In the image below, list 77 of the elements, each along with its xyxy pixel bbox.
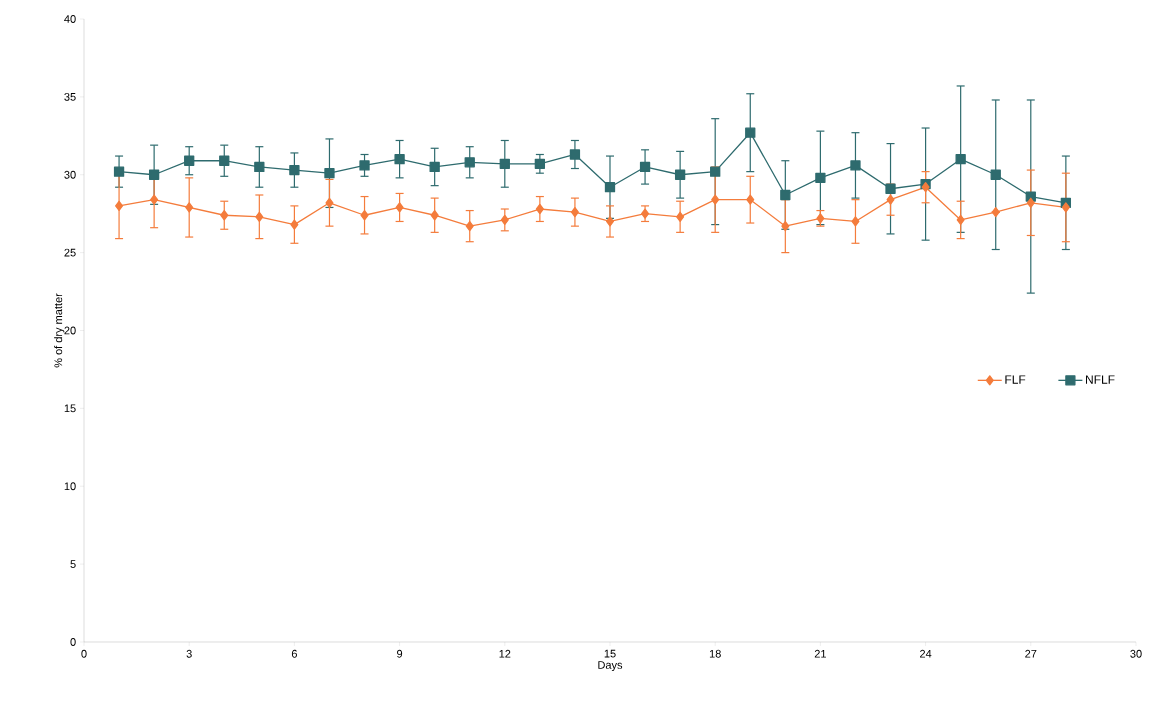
y-tick-label: 0: [70, 638, 76, 646]
point: [641, 208, 650, 219]
point: [395, 202, 404, 213]
point: [464, 157, 475, 168]
x-axis-title: Days: [598, 661, 623, 672]
point: [710, 166, 721, 177]
point: [394, 154, 405, 165]
y-axis-title: % of dry matter: [54, 293, 65, 368]
point: [815, 172, 826, 184]
point: [921, 182, 930, 193]
point: [781, 220, 790, 232]
point: [676, 211, 685, 222]
x-tick-label: 15: [604, 649, 616, 658]
x-tick-label: 27: [1025, 649, 1037, 658]
y-tick-label: 35: [64, 92, 76, 101]
point: [113, 166, 125, 177]
x-tick-label: 0: [81, 649, 87, 658]
y-tick-label: 20: [64, 326, 76, 335]
point: [886, 194, 895, 205]
x-tick-label: 6: [291, 649, 297, 658]
point: [290, 219, 299, 230]
x-tick-label: 9: [397, 649, 403, 658]
point: [325, 197, 334, 208]
point: [465, 220, 474, 232]
point: [219, 155, 230, 166]
point: [746, 194, 755, 205]
y-tick-label: 5: [70, 560, 76, 568]
point: [1026, 197, 1035, 208]
point: [535, 203, 544, 215]
point: [1061, 202, 1070, 213]
point: [639, 161, 651, 173]
point: [255, 211, 264, 222]
x-tick-label: 12: [499, 649, 511, 658]
legend-label: NFLF: [1086, 375, 1115, 384]
point: [604, 182, 616, 193]
point: [956, 214, 965, 226]
y-tick-label: 15: [64, 404, 76, 413]
x-tick-label: 30: [1130, 649, 1142, 658]
x-tick-label: 21: [814, 649, 826, 658]
point: [955, 154, 966, 165]
point: [605, 216, 615, 227]
point: [220, 210, 229, 221]
point: [430, 210, 439, 221]
y-tick-label: 30: [64, 170, 76, 179]
point: [534, 158, 546, 169]
point: [324, 168, 335, 179]
point: [991, 206, 1000, 218]
point: [850, 160, 861, 171]
point: [148, 169, 160, 180]
point: [780, 189, 791, 201]
point: [816, 213, 825, 224]
point: [429, 161, 440, 173]
point: [359, 160, 370, 171]
point: [990, 169, 1001, 180]
x-tick-label: 18: [709, 649, 721, 658]
x-tick-label: 24: [920, 649, 932, 658]
point: [115, 200, 124, 212]
point: [150, 194, 159, 205]
point: [254, 161, 265, 173]
point: [184, 155, 195, 166]
x-tick-label: 3: [186, 649, 192, 658]
point: [745, 127, 756, 138]
legend-label: FLF: [1005, 375, 1026, 384]
point: [500, 214, 509, 226]
point: [360, 210, 369, 221]
point: [885, 183, 896, 194]
point: [674, 169, 686, 180]
y-tick-label: 10: [64, 482, 76, 491]
point: [570, 206, 579, 218]
point: [499, 158, 510, 169]
point: [185, 202, 194, 213]
y-tick-label: 40: [64, 15, 76, 23]
y-tick-label: 25: [64, 248, 76, 257]
point: [289, 164, 300, 176]
point: [569, 149, 581, 160]
point: [711, 194, 720, 205]
point: [851, 216, 860, 227]
